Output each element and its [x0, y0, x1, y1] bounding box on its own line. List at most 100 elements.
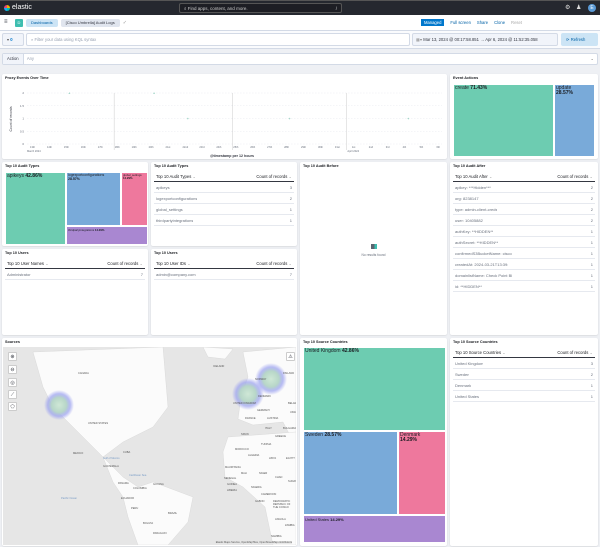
sources-map-panel: Sources CANADA UNITED STATES MEXICO CUBA GUA… — [2, 338, 297, 546]
y-tick-label: 2 — [22, 91, 24, 95]
menu-icon[interactable]: ≡ — [4, 19, 8, 25]
help-icon[interactable]: ⚙ — [565, 5, 571, 11]
treemap-cell-united-kingdom[interactable]: United Kingdom 42.86% — [303, 347, 446, 431]
treemap-cell-update[interactable]: update 28.57% — [554, 84, 595, 157]
date-start[interactable]: Mar 13, 2024 @ 00:17:58.851 — [423, 37, 479, 42]
x-tick-label: 15th — [64, 145, 70, 149]
date-picker[interactable]: ▦▾ Mar 13, 2024 @ 00:17:58.851 → Apr 6, … — [412, 33, 558, 46]
clone-button[interactable]: Clone — [494, 20, 506, 25]
data-point[interactable]: + — [68, 90, 71, 95]
map-label: PANAMA — [118, 482, 129, 485]
table-row: id: **HIDDEN** 1 — [453, 281, 595, 292]
draw-line-icon[interactable]: ⟋ — [8, 390, 17, 399]
layer-warning-icon[interactable]: ⚠ — [286, 352, 295, 361]
column-header-term[interactable]: Top 10 Source Countries ⌄ — [455, 350, 506, 355]
treemap-cell-united-states[interactable]: United States 14.29% — [303, 515, 446, 543]
table-row: United Kingdom 3 — [453, 358, 595, 369]
y-axis-title: Count of records — [9, 106, 13, 131]
panel-title: Top 10 Audit After — [453, 164, 486, 168]
date-end[interactable]: Apr 6, 2024 @ 11:52:35.058 — [485, 37, 538, 42]
map-label: CANADA — [78, 372, 89, 375]
panel-title: Event Actions — [453, 76, 479, 80]
filter-menu-button[interactable]: ▾ 0 — [2, 33, 24, 46]
space-avatar[interactable]: D — [15, 19, 23, 27]
month-label: March 2024 — [27, 149, 41, 153]
breadcrumb-current: [Cisco Umbrella] Audit Logs — [60, 19, 120, 27]
full-screen-button[interactable]: Full screen — [450, 20, 471, 25]
elastic-logo[interactable]: elastic — [4, 4, 32, 11]
treemap-cell-sweden[interactable]: Sweden 28.57% — [303, 431, 398, 515]
kql-query-input[interactable]: ⌕ Filter your data using KQL syntax — [26, 33, 410, 46]
refresh-button[interactable]: ⟳ Refresh — [561, 33, 598, 46]
event-actions-panel: Event Actions create 71.43% update 28.57% — [450, 74, 598, 159]
user-names-table-panel: Top 10 Users Top 10 User Names ⌄ Count of … — [2, 249, 148, 335]
map-label: MAURITANIA — [225, 466, 241, 469]
draw-shape-icon[interactable]: ⬠ — [8, 402, 17, 411]
data-point[interactable]: + — [288, 116, 291, 121]
column-header-term[interactable]: Top 10 User Names ⌄ — [7, 261, 49, 266]
sources-map[interactable]: CANADA UNITED STATES MEXICO CUBA GUATEMALA PA… — [3, 347, 296, 545]
brand-name: elastic — [12, 4, 32, 11]
x-tick-label: 29th — [301, 145, 307, 149]
breadcrumb-dashboards[interactable]: Dashboards — [26, 19, 58, 27]
cell-term: apikey: ***Hidden*** — [455, 185, 491, 190]
map-label: ECUADOR — [121, 497, 134, 500]
column-header-count[interactable]: Count of records ⌄ — [557, 350, 593, 355]
map-label: GUYANA — [153, 483, 164, 486]
column-header-term[interactable]: Top 10 Audit After ⌄ — [455, 174, 493, 179]
share-button[interactable]: Share — [476, 20, 489, 25]
map-label: UNITED STATES — [88, 422, 109, 425]
x-tick-label: 22nd — [182, 145, 188, 149]
zoom-out-button[interactable]: ⊖ — [8, 365, 17, 374]
panel-title: Top 10 Users — [5, 251, 29, 255]
reset-view-button[interactable]: ◎ — [8, 378, 17, 387]
y-tick-label: 1.5 — [20, 104, 25, 108]
x-tick-label: 27th — [267, 145, 273, 149]
treemap-cell-thirdpartyintegrations[interactable]: thirdpartyintegrations 14.29% — [66, 226, 148, 245]
global-search-input[interactable]: ⌕ Find apps, content, and more. / — [179, 3, 342, 13]
header-actions: Managed Full screen Share Clone Reset — [420, 19, 522, 26]
column-header-term[interactable]: Top 10 Audit Types ⌄ — [156, 174, 196, 179]
treemap-cell-global-settings[interactable]: global_settings 14.29% — [121, 172, 148, 226]
x-tick-label: 28th — [284, 145, 290, 149]
action-filter-control[interactable]: Action Any ⌄ — [2, 53, 598, 65]
map-label: CHAD — [275, 476, 283, 479]
top-navigation-bar: elastic ⌕ Find apps, content, and more. /… — [0, 0, 600, 15]
user-avatar[interactable]: E — [588, 4, 596, 12]
treemap-cell-denmark[interactable]: Denmark 14.29% — [398, 431, 446, 515]
map-label: NAMIBIA — [271, 535, 282, 538]
calendar-icon: ▦▾ — [416, 37, 424, 42]
column-header-count[interactable]: Count of records ⌄ — [256, 174, 292, 179]
panel-title: Top 10 Audit Types — [5, 164, 40, 168]
x-tick-label: 14th — [47, 145, 53, 149]
x-tick-label: 31st — [335, 145, 340, 149]
panel-title: Top 10 Audit Before — [303, 164, 339, 168]
data-point[interactable]: + — [153, 90, 156, 95]
month-label: April 2024 — [347, 149, 359, 153]
proxy-events-chart: 0 0.5 1 1.5 2 13th 14th 15th 16th 17th 18th 19th 20t… — [9, 90, 442, 158]
table-row: org: 8238147 2 — [453, 193, 595, 204]
data-point[interactable]: + — [187, 116, 190, 121]
column-header-count[interactable]: Count of records ⌄ — [557, 174, 593, 179]
treemap-cell-apikeys[interactable]: apikeys 42.86% — [5, 172, 66, 245]
treemap-cell-logexportconfigurations[interactable]: logexportconfigurations 28.57% — [66, 172, 121, 226]
action-filter-value: Any — [26, 56, 35, 61]
map-label: BRAZIL — [168, 512, 178, 515]
column-header-count[interactable]: Count of records ⌄ — [256, 261, 292, 266]
user-ids-table-panel: Top 10 Users Top 10 User IDs ⌄ Count of re… — [151, 249, 297, 335]
reset-button[interactable]: Reset — [511, 20, 522, 25]
news-icon[interactable]: ♟ — [576, 5, 582, 11]
data-point[interactable]: + — [407, 116, 410, 121]
table-row: logexportconfigurations 2 — [154, 193, 294, 204]
column-header-term[interactable]: Top 10 User IDs ⌄ — [156, 261, 191, 266]
x-tick-label: 2nd — [369, 145, 374, 149]
treemap-cell-create[interactable]: create 71.43% — [453, 84, 554, 157]
column-header-count[interactable]: Count of records ⌄ — [107, 261, 143, 266]
panel-title: Top 10 Source Countries — [303, 340, 348, 344]
x-tick-label: 4th — [403, 145, 407, 149]
zoom-in-button[interactable]: ⊕ — [8, 352, 17, 361]
map-attribution[interactable]: Elastic Maps Service, OpenMapTiles, Open… — [215, 541, 292, 544]
x-tick-label: 5th — [420, 145, 424, 149]
audit-after-table-panel: Top 10 Audit After Top 10 Audit After ⌄ Co… — [450, 162, 598, 335]
map-label: COLOMBIA — [133, 487, 147, 490]
